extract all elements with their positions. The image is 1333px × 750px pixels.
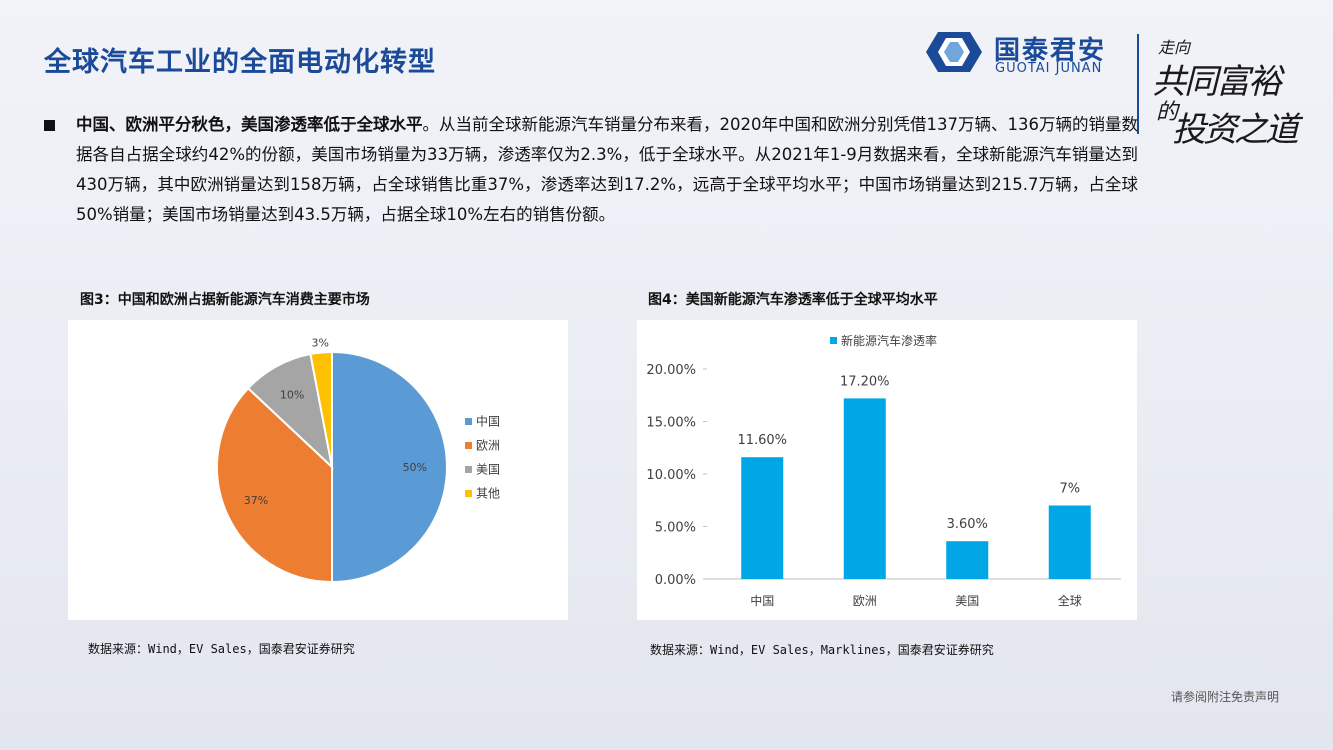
slogan-line-4: 投资之道: [1172, 110, 1299, 150]
fig3-title: 图3：中国和欧洲占据新能源汽车消费主要市场: [80, 292, 370, 308]
pie-label-3: 3%: [312, 337, 329, 350]
pie-label-1: 37%: [244, 494, 268, 507]
pie-legend-swatch-3: [465, 490, 472, 497]
bullet-square: [44, 120, 55, 131]
pie-chart-panel: 50% 37% 10% 3% 中国欧洲美国其他: [68, 320, 568, 620]
pie-label-2: 10%: [280, 388, 304, 401]
bar-2: [946, 541, 989, 579]
bar-legend-label: 新能源汽车渗透率: [841, 333, 937, 348]
page-title: 全球汽车工业的全面电动化转型: [44, 47, 436, 78]
x-tick-label-3: 全球: [1058, 593, 1082, 608]
bar-1: [843, 398, 886, 579]
logo-mark-icon: [926, 32, 982, 72]
disclaimer-note: 请参阅附注免责声明: [1170, 690, 1279, 704]
y-tick-label-4: 20.00%: [646, 363, 696, 378]
pie-legend-label-0: 中国: [476, 414, 500, 429]
pie-legend-label-3: 其他: [476, 487, 500, 501]
paragraph-body: 。从当前全球新能源汽车销量分布来看，2020年中国和欧洲分别凭借137万辆、13…: [76, 115, 1139, 224]
bar-legend-swatch: [830, 337, 837, 344]
fig4-title: 图4：美国新能源汽车渗透率低于全球平均水平: [648, 292, 938, 308]
slogan-calligraphy: 走向 共同富裕 的 投资之道: [1150, 30, 1300, 150]
y-tick-label-0: 0.00%: [655, 573, 696, 588]
slogan-line-2: 共同富裕: [1152, 62, 1282, 102]
pie-slice-0: [331, 350, 448, 584]
bar-chart: 0.00% 5.00% 10.00% 15.00% 20.00% 11.60% 中国 17.2…: [646, 333, 1121, 608]
x-tick-label-1: 欧洲: [853, 594, 877, 608]
pie-legend-label-2: 美国: [476, 463, 500, 477]
y-tick-label-1: 5.00%: [655, 521, 696, 536]
pie-slice-1: [216, 386, 333, 584]
pie-legend-swatch-1: [465, 442, 472, 449]
fig4-source: 数据来源：Wind，EV Sales，Marklines，国泰君安证券研究: [650, 643, 994, 657]
slogan-line-1: 走向: [1158, 38, 1191, 57]
bar-value-label-3: 7%: [1059, 482, 1080, 497]
header-divider: [1137, 34, 1139, 134]
bar-value-label-1: 17.20%: [840, 374, 890, 389]
bar-value-label-2: 3.60%: [947, 517, 988, 532]
fig3-source: 数据来源：Wind，EV Sales，国泰君安证券研究: [88, 642, 355, 656]
pie-label-0: 50%: [403, 461, 427, 474]
pie-slice-2: [246, 352, 334, 470]
pie-legend-label-1: 欧洲: [476, 439, 500, 453]
summary-paragraph: 中国、欧洲平分秋色，美国渗透率低于全球水平。从当前全球新能源汽车销量分布来看，2…: [76, 110, 1138, 230]
bar-3: [1048, 505, 1091, 579]
paragraph-bold-lead: 中国、欧洲平分秋色，美国渗透率低于全球水平: [76, 115, 423, 134]
x-tick-label-2: 美国: [955, 594, 979, 608]
pie-slice-3: [309, 350, 333, 468]
logo-text-en: GUOTAI JUNAN: [995, 61, 1103, 76]
company-logo: 国泰君安 GUOTAI JUNAN: [924, 28, 1124, 78]
slogan-line-3: 的: [1156, 100, 1179, 125]
x-tick-label-0: 中国: [750, 593, 774, 608]
y-tick-label-2: 10.00%: [646, 468, 696, 483]
bar-0: [741, 457, 784, 579]
bar-chart-panel: 0.00% 5.00% 10.00% 15.00% 20.00% 11.60% 中国 17.2…: [637, 320, 1137, 620]
logo-text-cn: 国泰君安: [994, 36, 1107, 66]
bar-value-label-0: 11.60%: [737, 433, 787, 448]
pie-legend-swatch-2: [465, 466, 472, 473]
y-tick-label-3: 15.00%: [646, 416, 696, 431]
pie-legend-swatch-0: [465, 418, 472, 425]
